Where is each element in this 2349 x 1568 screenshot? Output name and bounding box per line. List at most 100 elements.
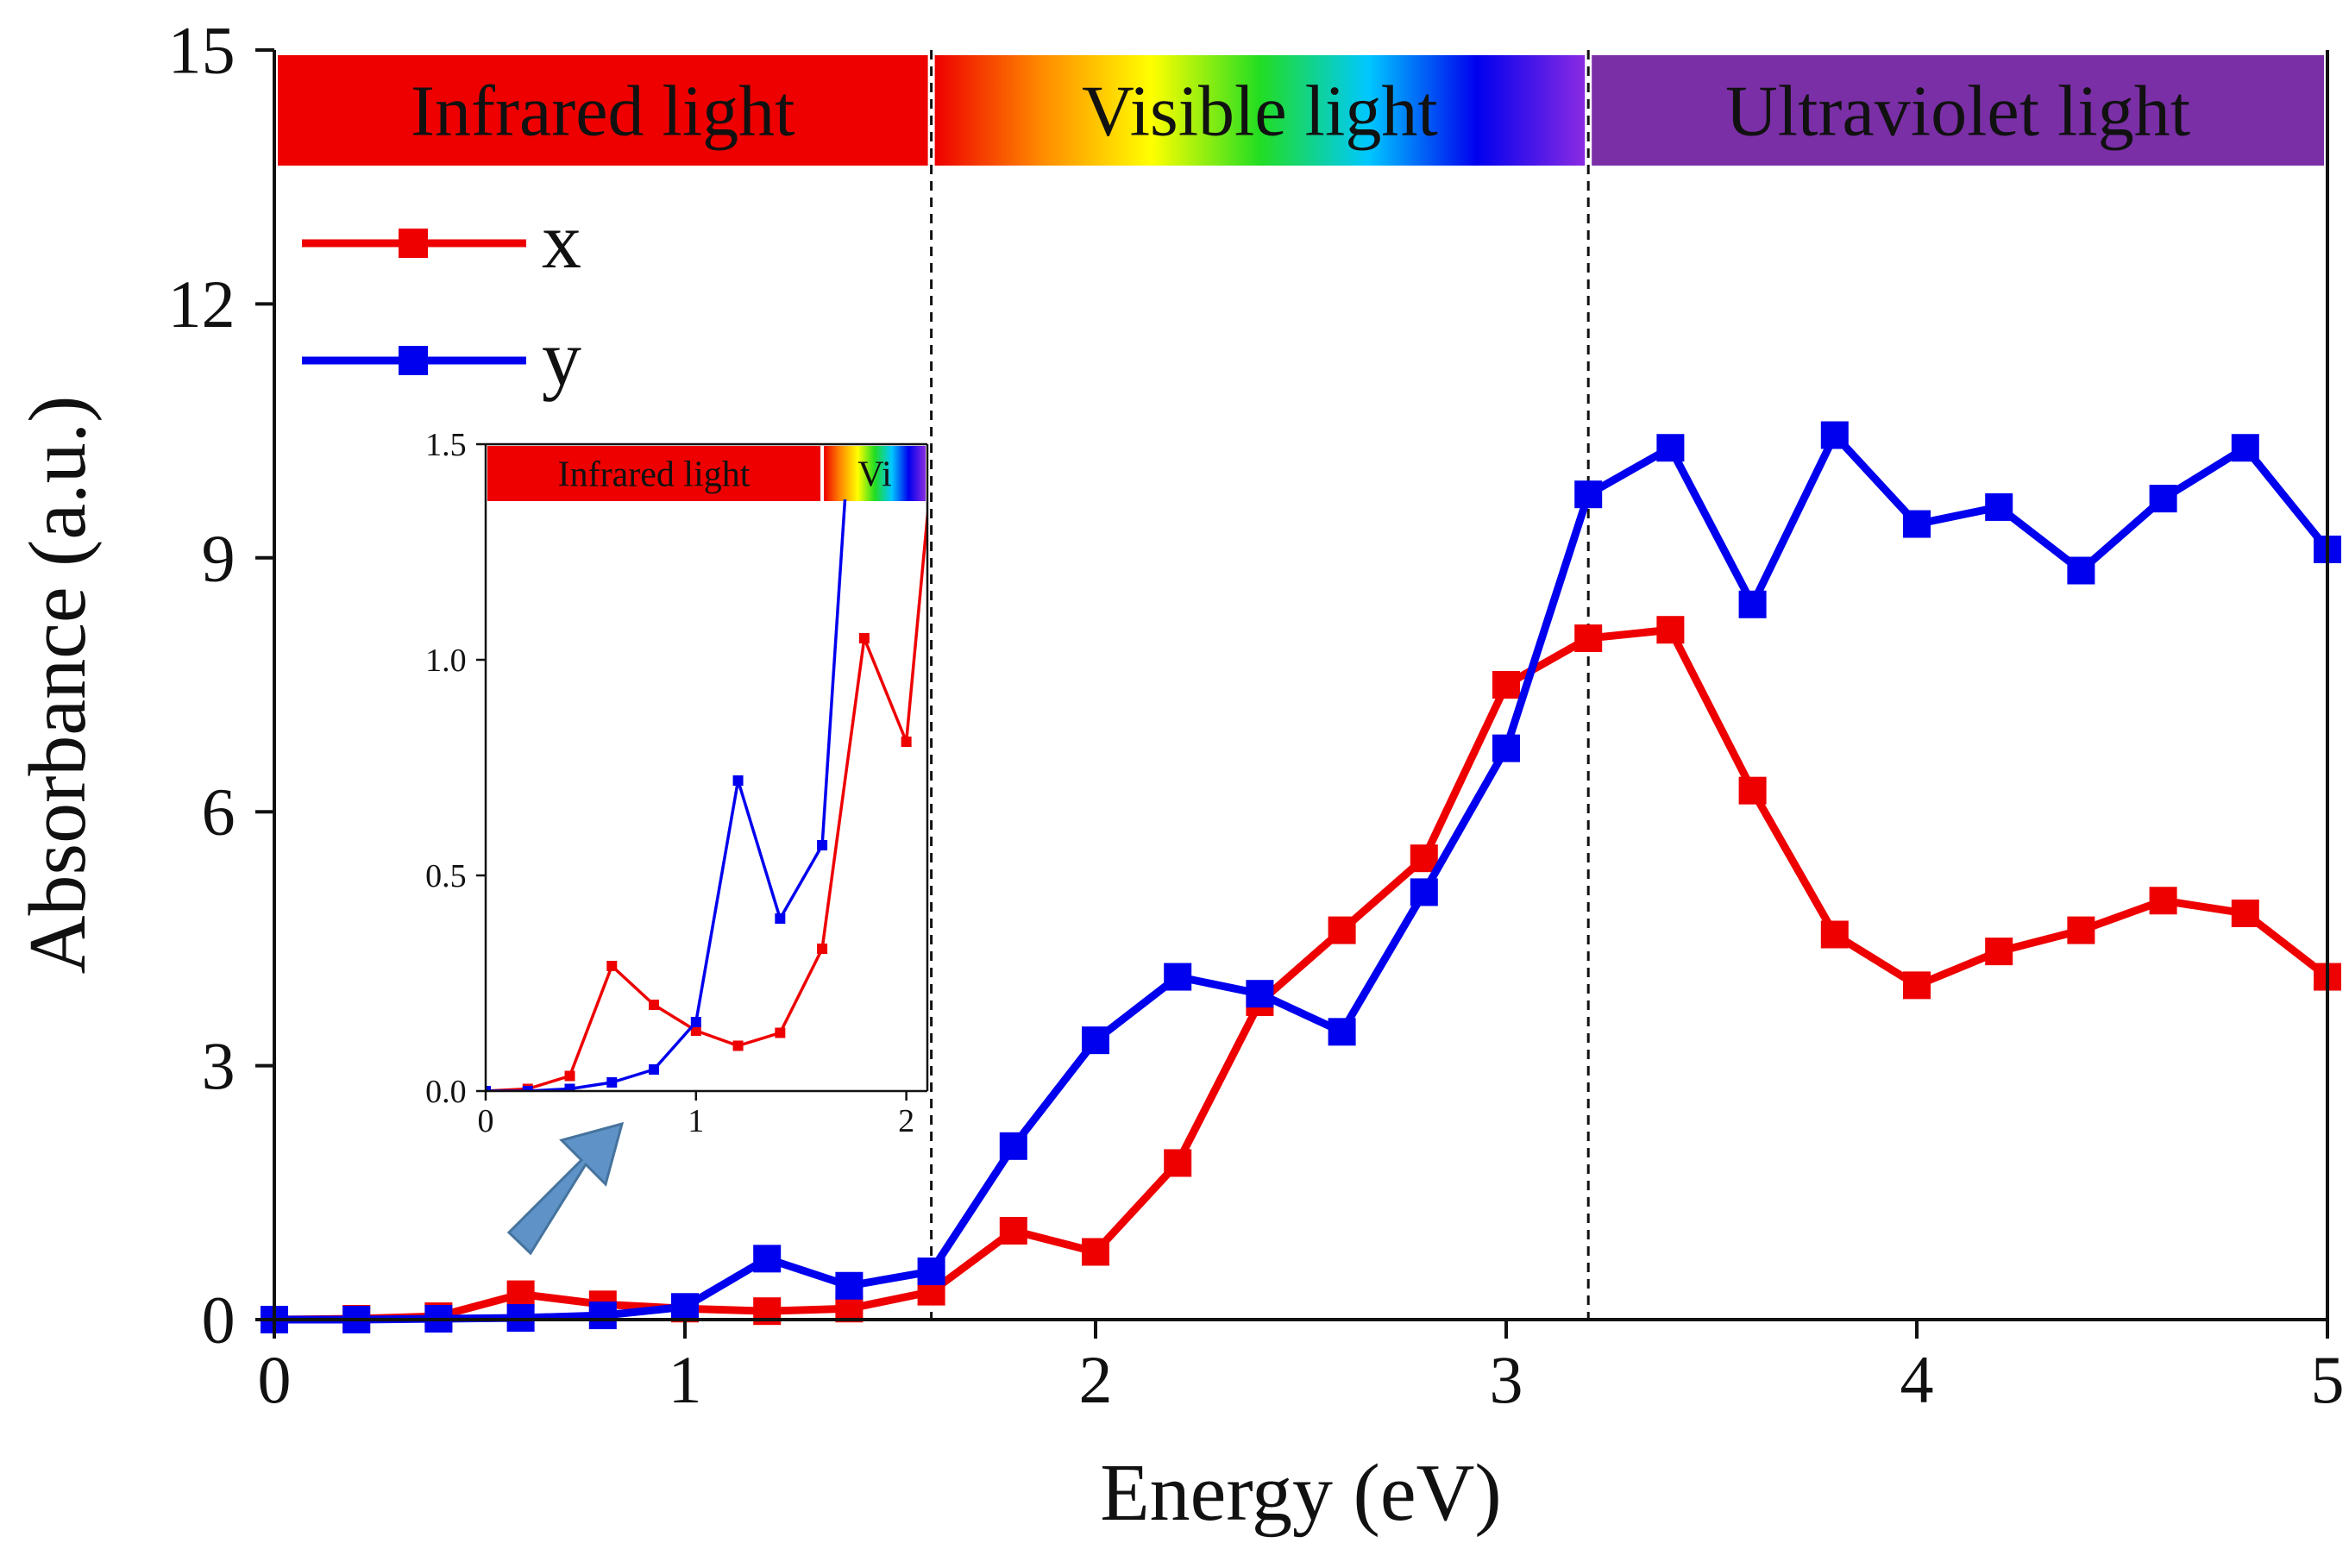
data-point-y	[1328, 1018, 1356, 1046]
inset-plot: Infrared light Vi 0 1 2 0.0 0.5 1.0 1.5	[425, 202, 953, 1139]
data-point-y	[859, 202, 870, 212]
data-point-y	[1574, 480, 1603, 509]
data-point-x	[1328, 916, 1356, 944]
data-point-x	[1082, 1238, 1109, 1266]
y-tick-label: 0	[202, 1283, 236, 1358]
data-point-y	[835, 1271, 864, 1300]
data-point-x	[1410, 844, 1438, 873]
data-point-x	[999, 1216, 1027, 1245]
data-point-x	[1164, 1149, 1192, 1177]
data-point-y	[2149, 485, 2177, 513]
region-label: Vi	[857, 455, 891, 494]
y-tick-label: 12	[168, 267, 236, 342]
x-tick-label: 4	[1900, 1342, 1934, 1417]
data-point-x	[1492, 671, 1520, 699]
data-point-y	[671, 1293, 699, 1321]
x-tick-label: 2	[898, 1103, 914, 1139]
data-point-x	[2231, 899, 2259, 927]
data-point-y	[917, 1258, 945, 1286]
data-point-x	[2067, 916, 2095, 944]
region-band-visible-light	[934, 55, 1586, 166]
data-point-y	[999, 1132, 1027, 1160]
legend: xy	[302, 197, 581, 402]
data-point-x	[1985, 938, 2013, 966]
y-tick-label: 1.5	[425, 427, 467, 463]
data-point-y	[1903, 510, 1931, 538]
legend-marker-x	[399, 229, 428, 258]
series-group	[486, 202, 953, 1091]
region-band-vi	[824, 446, 926, 501]
data-point-y	[1082, 1026, 1109, 1055]
region-band-infrared-light	[278, 55, 928, 166]
region-label: Ultraviolet light	[1725, 72, 2190, 152]
data-point-y	[1246, 980, 1274, 1008]
y-tick-label: 15	[168, 13, 236, 88]
data-point-y	[1492, 734, 1520, 762]
legend-marker-y	[399, 346, 428, 375]
data-point-x	[649, 1000, 660, 1010]
data-point-y	[817, 840, 828, 850]
y-tick-label: 3	[202, 1028, 236, 1103]
y-axis-title: Absorbance (a.u.)	[13, 396, 103, 975]
x-tick-label: 1	[688, 1103, 704, 1139]
y-tick-label: 9	[202, 520, 236, 595]
data-point-y	[732, 775, 744, 786]
data-point-y	[486, 1086, 491, 1091]
data-point-y	[1164, 963, 1192, 991]
data-point-y	[588, 1301, 617, 1330]
data-point-x	[1656, 616, 1685, 644]
region-band-ultraviolet-light	[1592, 55, 2324, 166]
data-point-x	[2149, 887, 2177, 915]
data-point-x	[817, 944, 828, 954]
legend-label-y: y	[542, 314, 581, 402]
data-point-y	[1656, 434, 1685, 462]
data-point-x	[1738, 776, 1767, 805]
data-point-y	[649, 1064, 660, 1075]
x-axis-title: Energy (eV)	[1100, 1448, 1501, 1538]
x-tick-label: 5	[2311, 1342, 2345, 1417]
data-point-y	[1738, 590, 1767, 618]
data-point-y	[1820, 421, 1849, 449]
data-point-y	[564, 1083, 575, 1091]
series-line-x	[486, 501, 927, 1091]
y-tick-label: 0.0	[425, 1074, 467, 1110]
data-point-y	[1985, 492, 2013, 521]
data-point-x	[690, 1025, 701, 1036]
legend-label-x: x	[542, 197, 581, 285]
region-band-infrared-light	[487, 446, 821, 501]
data-point-x	[1820, 920, 1849, 949]
x-tick-label: 3	[1490, 1342, 1523, 1417]
data-point-x	[606, 961, 618, 971]
data-point-y	[606, 1077, 618, 1088]
data-point-y	[753, 1245, 782, 1273]
data-point-x	[506, 1280, 535, 1308]
x-tick-label: 1	[669, 1342, 702, 1417]
region-label: Infrared light	[558, 455, 751, 494]
x-tick-label: 0	[258, 1342, 292, 1417]
data-point-y	[690, 1017, 701, 1027]
region-label: Infrared light	[411, 72, 795, 152]
data-point-x	[564, 1070, 575, 1082]
y-tick-label: 6	[202, 775, 236, 850]
region-label: Visible light	[1082, 72, 1438, 152]
x-tick-label: 0	[478, 1103, 494, 1139]
data-point-x	[1903, 971, 1931, 1000]
data-point-x	[775, 1027, 786, 1038]
arrow-icon	[506, 1121, 625, 1256]
data-point-x	[943, 288, 953, 298]
data-point-y	[522, 1086, 533, 1091]
y-tick-label: 1.0	[425, 643, 467, 679]
data-point-y	[2231, 434, 2259, 462]
data-point-y	[775, 913, 786, 924]
main-plot: Infrared light Visible light Ultraviolet l…	[13, 13, 2345, 1538]
data-point-x	[1574, 624, 1603, 653]
inset-background	[486, 444, 927, 1091]
x-tick-label: 2	[1079, 1342, 1113, 1417]
data-point-x	[901, 737, 912, 747]
y-tick-label: 0.5	[425, 858, 467, 894]
data-point-y	[1410, 878, 1438, 906]
data-point-y	[2067, 556, 2095, 585]
data-point-x	[732, 1040, 744, 1051]
data-point-x	[858, 633, 870, 643]
